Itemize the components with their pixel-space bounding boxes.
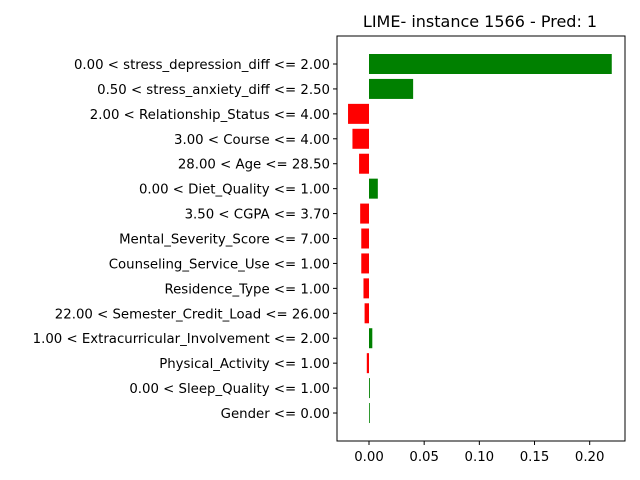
y-tick-label-2: 2.00 < Relationship_Status <= 4.00 [90, 108, 330, 123]
x-tick-label-3: 0.15 [520, 450, 550, 465]
y-tick-label-5: 0.00 < Diet_Quality <= 1.00 [139, 183, 330, 198]
y-tick-label-1: 0.50 < stress_anxiety_diff <= 2.50 [97, 83, 330, 98]
bar-2 [348, 103, 369, 124]
y-tick-label-3: 3.00 < Course <= 4.00 [174, 133, 330, 148]
x-ticks: 0.00 0.05 0.10 0.15 0.20 [354, 441, 604, 465]
y-tick-labels: 0.00 < stress_depression_diff <= 2.00 0.5… [33, 58, 337, 422]
y-tick-label-12: Physical_Activity <= 1.00 [159, 357, 330, 372]
bar-4 [359, 153, 369, 174]
chart-title: LIME- instance 1566 - Pred: 1 [363, 12, 597, 31]
x-tick-label-1: 0.05 [409, 450, 439, 465]
bar-8 [361, 253, 369, 274]
x-tick-label-4: 0.20 [575, 450, 605, 465]
bar-14 [369, 403, 370, 424]
y-tick-label-0: 0.00 < stress_depression_diff <= 2.00 [74, 58, 330, 73]
bar-13 [369, 378, 370, 399]
bar-6 [360, 203, 369, 224]
bar-1 [369, 78, 414, 99]
y-tick-label-4: 28.00 < Age <= 28.50 [178, 158, 330, 173]
bar-3 [352, 128, 369, 149]
y-tick-label-7: Mental_Severity_Score <= 7.00 [119, 233, 330, 248]
bar-5 [369, 178, 378, 199]
y-tick-label-6: 3.50 < CGPA <= 3.70 [185, 208, 330, 223]
bar-7 [361, 228, 369, 249]
y-tick-label-10: 22.00 < Semester_Credit_Load <= 26.00 [55, 307, 330, 322]
x-tick-label-0: 0.00 [354, 450, 384, 465]
bars-group [348, 54, 612, 424]
bar-12 [366, 353, 369, 374]
plot-frame [336, 35, 626, 442]
y-tick-label-13: 0.00 < Sleep_Quality <= 1.00 [129, 382, 330, 397]
x-tick-label-2: 0.10 [465, 450, 495, 465]
y-tick-label-14: Gender <= 0.00 [221, 407, 330, 422]
y-tick-label-9: Residence_Type <= 1.00 [164, 282, 330, 297]
bar-10 [364, 303, 369, 324]
y-tick-label-11: 1.00 < Extracurricular_Involvement <= 2.… [33, 332, 330, 347]
bar-9 [363, 278, 369, 299]
bar-0 [369, 54, 612, 74]
y-tick-label-8: Counseling_Service_Use <= 1.00 [109, 257, 330, 272]
bar-11 [369, 328, 373, 349]
